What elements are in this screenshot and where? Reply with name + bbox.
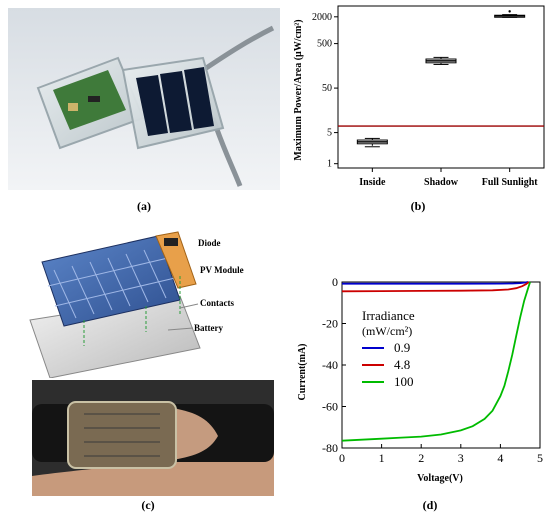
boxplot-x-tick-label: Full Sunlight <box>482 177 539 188</box>
iv-line-chart: 0 1 2 3 4 5 0 -20 -40 -60 -80 Irradiance(mW/cm²) 0.… <box>297 275 543 484</box>
boxplot-y-tick-label: 500 <box>317 39 332 50</box>
iv-series-line-4-8 <box>341 281 530 293</box>
iv-legend-title: Irradiance <box>362 308 415 323</box>
panel-d-iv-chart: 0 1 2 3 4 5 0 -20 -40 -60 -80 Irradiance (mW/cm²) 0.… <box>294 272 550 486</box>
panel-c-wrist-photo <box>32 380 274 496</box>
boxplot-box-shadow <box>425 56 457 65</box>
boxplot-y-tick-label: 5 <box>327 128 332 139</box>
caption-b: (b) <box>410 199 426 213</box>
contacts-label: Contacts <box>200 298 234 308</box>
caption-c: (c) <box>141 498 155 512</box>
wrist-photo-illustration <box>32 380 274 496</box>
iv-x-tick-label: 2 <box>418 451 424 465</box>
panel-b-boxplot: 1 5 50 500 2000 Inside Shadow Full Sunlight Ma… <box>290 0 550 200</box>
panel-a-photo <box>8 8 280 190</box>
iv-y-tick-label: 0 <box>332 275 338 289</box>
boxplot-box-inside <box>356 137 388 148</box>
iv-series-line-0-9 <box>342 281 529 285</box>
boxplot-x-tick-label: Shadow <box>424 177 459 188</box>
boxplot-outlier-point <box>508 10 511 13</box>
boxplot-x-tick-label: Inside <box>359 177 386 188</box>
caption-d: (d) <box>422 498 438 512</box>
battery-label: Battery <box>194 323 223 333</box>
iv-y-tick-label: -60 <box>322 400 338 414</box>
diode-chip <box>164 238 178 246</box>
boxplot-y-tick-label: 50 <box>322 83 332 94</box>
panel-c-diagram: Diode PV Module Contacts Battery <box>28 228 268 379</box>
iv-x-tick-label: 3 <box>458 451 464 465</box>
iv-x-tick-label: 0 <box>339 451 345 465</box>
pv-stack-diagram: Diode PV Module Contacts Battery <box>29 231 244 379</box>
device-photo-illustration <box>8 8 280 190</box>
iv-x-tick-label: 5 <box>537 451 543 465</box>
boxplot-box-full-sunlight <box>494 10 526 18</box>
boxplot-y-axis-label: Maximum Power/Area (μW/cm²) <box>293 19 304 160</box>
pv-module-label: PV Module <box>200 265 244 275</box>
iv-y-tick-label: -20 <box>322 317 338 331</box>
iv-legend-entry: 0.9 <box>394 340 410 355</box>
iv-x-tick-label: 1 <box>379 451 385 465</box>
boxplot-chart: 1 5 50 500 2000 Inside Shadow Full Sunlight Ma… <box>293 5 545 188</box>
iv-y-tick-label: -40 <box>322 358 338 372</box>
iv-legend-entry: 100 <box>394 374 414 389</box>
iv-series-line-100 <box>341 281 531 442</box>
iv-legend-entry: 4.8 <box>394 357 410 372</box>
pv-module-layer <box>41 235 181 327</box>
iv-legend-subtitle: (mW/cm²) <box>362 324 412 338</box>
caption-a: (a) <box>137 199 151 213</box>
iv-y-axis-label: Current(mA) <box>297 343 308 400</box>
iv-x-tick-label: 4 <box>497 451 503 465</box>
diode-label: Diode <box>198 238 221 248</box>
boxplot-y-tick-label: 1 <box>327 159 332 170</box>
iv-y-tick-label: -80 <box>322 441 338 455</box>
boxplot-y-tick-label: 2000 <box>312 12 332 23</box>
iv-x-axis-label: Voltage(V) <box>417 473 463 484</box>
